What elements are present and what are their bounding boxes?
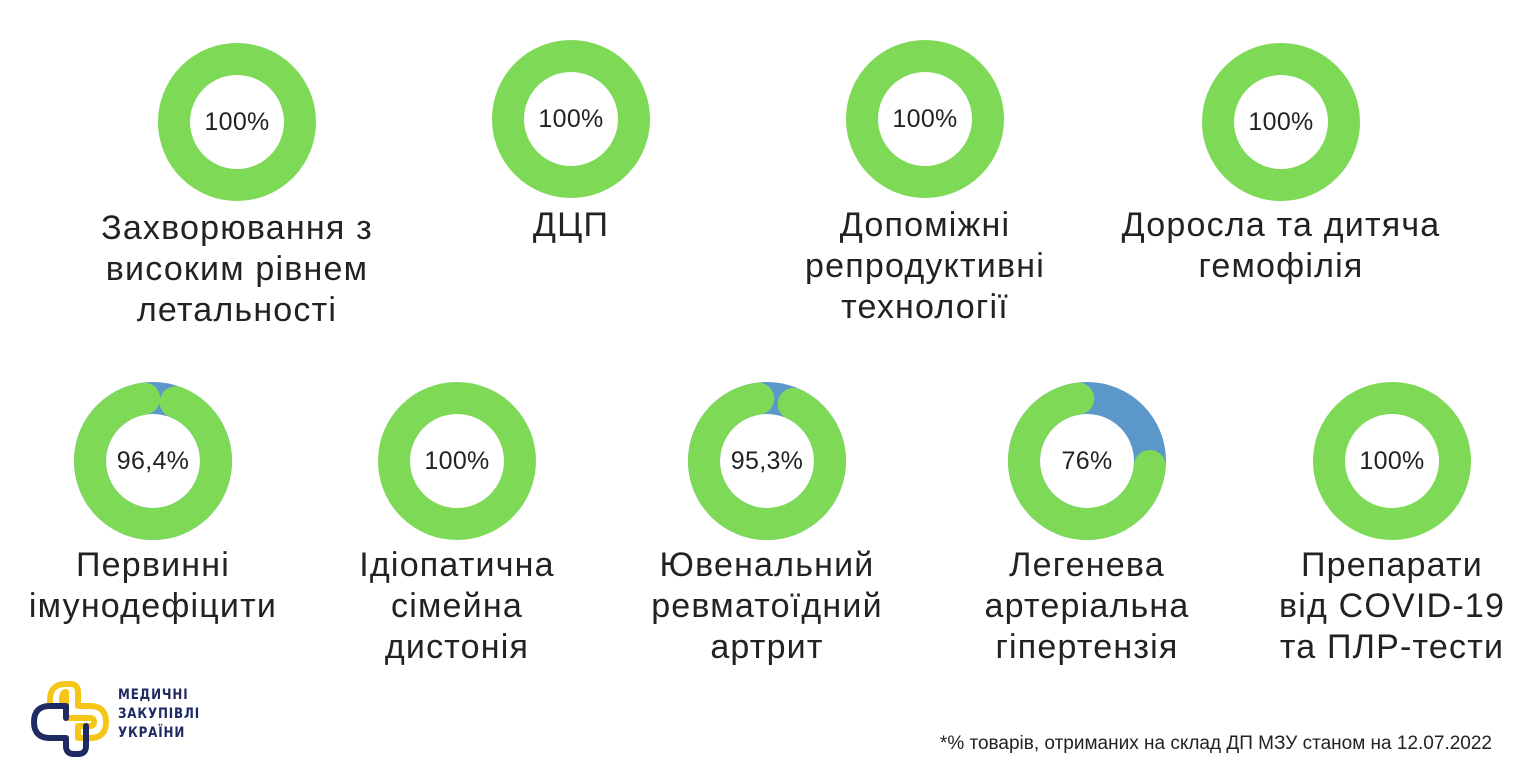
donut-category-label: Ювенальний ревматоїдний артрит [651, 545, 883, 668]
donut-ring [158, 43, 316, 201]
donut-ring [492, 40, 650, 198]
logo-yellow-cross-icon [47, 681, 109, 741]
donut-share-arc [1202, 43, 1360, 201]
donut-category-label-line: ревматоїдний [651, 587, 883, 625]
donut-ring [1313, 382, 1471, 540]
donut-share-arc [846, 40, 1004, 198]
donut-category-label: Препарати від COVID-19 та ПЛР-тести [1279, 545, 1505, 668]
donut-category-label-line: імунодефіцити [28, 587, 278, 625]
donut-value-label: 100% [538, 105, 604, 133]
donut-value-label: 100% [204, 108, 270, 136]
donut-category-label-line: артеріальна [984, 587, 1190, 625]
donut-category-label-line: Легенева [1009, 546, 1165, 584]
donut-category-label-line: гемофілія [1198, 247, 1364, 285]
donut-category-label-line: Ювенальний [659, 546, 875, 584]
donut-category-label-line: сімейна [391, 587, 523, 625]
donut-category-label: Доросла та дитяча гемофілія [1122, 205, 1441, 287]
donut-category-label-line: високим рівнем [105, 250, 369, 288]
donut-value-label: 100% [1359, 447, 1425, 475]
donut-share-arc [492, 40, 650, 198]
donut-value-label: 100% [424, 447, 490, 475]
donut-ring [1008, 382, 1166, 540]
donut-value-label: 96,4% [116, 447, 190, 475]
logo-text: МЕДИЧНІ ЗАКУПІВЛІ УКРАЇНИ [118, 686, 200, 743]
donut-ring [74, 382, 232, 540]
donut-category-label-line: Препарати [1300, 546, 1483, 584]
donut-ring [846, 40, 1004, 198]
footnote: *% товарів, отриманих на склад ДП МЗУ ст… [939, 733, 1492, 754]
logo-navy-cross-icon [31, 703, 89, 757]
logo-line-1: МЕДИЧНІ [118, 687, 189, 703]
donut-category-label: ДЦП [533, 205, 609, 246]
donut-ring [1202, 43, 1360, 201]
donut-category-label: Ідіопатична сімейна дистонія [359, 545, 555, 668]
donut-share-arc [688, 382, 846, 540]
donut-category-label-line: Доросла та дитяча [1121, 206, 1441, 244]
logo-line-2: ЗАКУПІВЛІ [118, 706, 200, 722]
donut-category-label-line: від COVID-19 [1278, 587, 1506, 625]
donut-share-arc [378, 382, 536, 540]
donut-share-arc [158, 43, 316, 201]
donut-category-label: Первинні імунодефіцити [29, 545, 277, 627]
donut-category-label-line: ДЦП [532, 206, 610, 244]
donut-category-label-line: дистонія [384, 628, 530, 666]
donut-category-label-line: репродуктивні [805, 247, 1045, 285]
donut-value-label: 95,3% [730, 447, 804, 475]
donut-category-label-line: летальності [136, 291, 338, 329]
donut-category-label-line: гіпертензія [995, 628, 1179, 666]
donut-category-label: Захворювання з високим рівнем летальності [101, 208, 373, 331]
donut-share-arc [1313, 382, 1471, 540]
donut-ring [688, 382, 846, 540]
donut-value-label: 76% [1061, 447, 1113, 475]
donut-share-arc [74, 382, 232, 540]
donut-category-label: Легенева артеріальна гіпертензія [985, 545, 1190, 668]
donut-category-label-line: та ПЛР-тести [1279, 628, 1505, 666]
donut-value-label: 100% [1248, 108, 1314, 136]
donut-category-label: Допоміжні репродуктивні технології [805, 205, 1045, 328]
donut-category-label-line: Допоміжні [839, 206, 1011, 244]
donut-value-label: 100% [892, 105, 958, 133]
donut-category-label-line: Захворювання з [101, 209, 373, 247]
logo-line-3: УКРАЇНИ [118, 725, 186, 741]
donut-share-arc [1008, 382, 1166, 540]
donut-category-label-line: артрит [710, 628, 824, 666]
donut-category-label-line: Ідіопатична [359, 546, 555, 584]
donut-ring [378, 382, 536, 540]
medical-procurement-logo [31, 681, 109, 757]
donut-category-label-line: Первинні [75, 546, 231, 584]
donut-category-label-line: технології [841, 288, 1009, 326]
